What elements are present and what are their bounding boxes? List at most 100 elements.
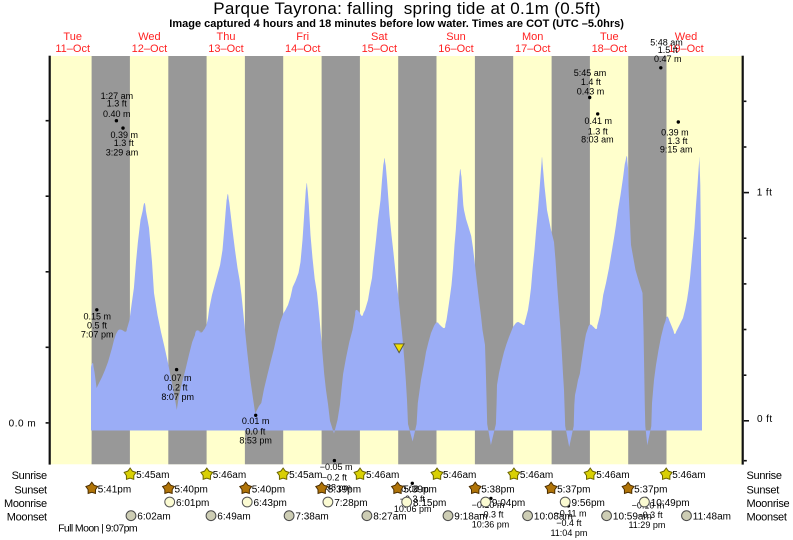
- svg-text:Sunrise: Sunrise: [747, 470, 782, 482]
- svg-text:Mon: Mon: [522, 31, 543, 43]
- svg-text:5:45 am: 5:45 am: [574, 68, 607, 78]
- svg-text:0.40 m: 0.40 m: [103, 109, 131, 119]
- svg-text:9:04pm: 9:04pm: [492, 498, 525, 509]
- svg-text:5:39pm: 5:39pm: [328, 484, 361, 495]
- svg-text:Sun: Sun: [446, 31, 466, 43]
- svg-text:0.39 m: 0.39 m: [661, 128, 689, 138]
- svg-text:Wed: Wed: [138, 31, 160, 43]
- svg-text:12–Oct: 12–Oct: [132, 43, 167, 55]
- svg-text:13–Oct: 13–Oct: [208, 43, 243, 55]
- svg-text:0.5 ft: 0.5 ft: [87, 321, 108, 331]
- svg-text:7:07 pm: 7:07 pm: [81, 330, 114, 340]
- svg-text:1.4 ft: 1.4 ft: [581, 77, 602, 87]
- svg-text:11:04 pm: 11:04 pm: [550, 528, 587, 538]
- svg-text:0.43 m: 0.43 m: [577, 87, 605, 97]
- svg-text:1.3 ft: 1.3 ft: [588, 127, 609, 137]
- svg-text:1.3 ft: 1.3 ft: [107, 99, 128, 109]
- svg-text:5:37pm: 5:37pm: [557, 484, 590, 495]
- svg-text:1:27 am: 1:27 am: [101, 91, 134, 101]
- svg-text:1.5 ft: 1.5 ft: [658, 45, 679, 55]
- svg-text:6:02am: 6:02am: [137, 512, 170, 523]
- svg-text:Image captured 4 hours and 18: Image captured 4 hours and 18 minutes be…: [169, 18, 624, 30]
- svg-text:17–Oct: 17–Oct: [515, 43, 550, 55]
- svg-text:Moonrise: Moonrise: [747, 498, 790, 510]
- svg-text:7:28pm: 7:28pm: [334, 498, 367, 509]
- svg-text:9:18am: 9:18am: [454, 512, 487, 523]
- svg-text:9:15 am: 9:15 am: [660, 144, 693, 154]
- svg-text:5:46am: 5:46am: [596, 470, 629, 481]
- svg-text:−0.3 ft: −0.3 ft: [478, 510, 504, 520]
- svg-text:5:46am: 5:46am: [213, 470, 246, 481]
- svg-text:Sunset: Sunset: [14, 484, 47, 496]
- svg-text:−0.3 ft: −0.3 ft: [400, 494, 426, 504]
- svg-text:5:40pm: 5:40pm: [175, 484, 208, 495]
- svg-text:Wed: Wed: [675, 31, 697, 43]
- svg-text:8:03 am: 8:03 am: [581, 135, 614, 145]
- svg-text:1 ft: 1 ft: [757, 187, 773, 198]
- svg-text:5:46am: 5:46am: [520, 470, 553, 481]
- svg-text:−0.2 ft: −0.2 ft: [322, 472, 348, 482]
- svg-text:Sunrise: Sunrise: [12, 470, 47, 482]
- svg-text:11–Oct: 11–Oct: [55, 43, 90, 55]
- svg-text:0.0 ft: 0.0 ft: [245, 427, 266, 437]
- svg-text:0 ft: 0 ft: [757, 414, 773, 425]
- svg-text:0.39 m: 0.39 m: [110, 130, 138, 140]
- svg-text:0.15 m: 0.15 m: [84, 311, 112, 321]
- svg-text:Moonset: Moonset: [747, 512, 787, 524]
- svg-text:Tue: Tue: [600, 31, 619, 43]
- svg-text:5:39pm: 5:39pm: [404, 484, 437, 495]
- svg-text:−0.08 m: −0.08 m: [396, 484, 429, 494]
- svg-text:Full Moon | 9:07pm: Full Moon | 9:07pm: [58, 523, 138, 535]
- svg-text:5:45am: 5:45am: [289, 470, 322, 481]
- svg-text:−0.3 ft: −0.3 ft: [637, 510, 663, 520]
- svg-text:11:29 pm: 11:29 pm: [628, 520, 665, 530]
- svg-text:1.3 ft: 1.3 ft: [114, 138, 135, 148]
- svg-text:10:36 pm: 10:36 pm: [472, 520, 510, 530]
- svg-text:Tue: Tue: [63, 31, 82, 43]
- svg-text:5:41pm: 5:41pm: [98, 484, 131, 495]
- svg-text:−0.05 m: −0.05 m: [320, 462, 353, 472]
- svg-text:Moonset: Moonset: [7, 512, 47, 524]
- svg-text:0.2 ft: 0.2 ft: [167, 383, 188, 393]
- svg-text:−0.11 m: −0.11 m: [554, 509, 586, 519]
- svg-text:5:46am: 5:46am: [443, 470, 476, 481]
- svg-text:5:46am: 5:46am: [366, 470, 399, 481]
- svg-text:10:49pm: 10:49pm: [651, 498, 690, 509]
- svg-text:8:07 pm: 8:07 pm: [161, 392, 194, 402]
- svg-text:7:38am: 7:38am: [295, 512, 328, 523]
- svg-text:Sunset: Sunset: [747, 484, 780, 496]
- svg-text:Parque Tayrona: falling sprin: Parque Tayrona: falling spring tide at 0…: [213, 0, 601, 18]
- svg-text:0.47 m: 0.47 m: [654, 54, 682, 64]
- svg-text:Moonrise: Moonrise: [4, 498, 47, 510]
- svg-text:1.3 ft: 1.3 ft: [667, 136, 688, 146]
- svg-text:Thu: Thu: [217, 31, 236, 43]
- svg-text:6:49am: 6:49am: [217, 512, 250, 523]
- svg-text:Fri: Fri: [296, 31, 309, 43]
- svg-text:11:48am: 11:48am: [693, 512, 731, 523]
- svg-text:8:27am: 8:27am: [373, 512, 406, 523]
- svg-text:−0.4 ft: −0.4 ft: [556, 518, 582, 528]
- svg-text:0.41 m: 0.41 m: [584, 116, 612, 126]
- svg-text:10:06 pm: 10:06 pm: [394, 504, 432, 514]
- svg-text:5:37pm: 5:37pm: [634, 484, 667, 495]
- svg-text:16–Oct: 16–Oct: [438, 43, 473, 55]
- svg-text:6:01pm: 6:01pm: [176, 498, 209, 509]
- svg-text:Sat: Sat: [371, 31, 388, 43]
- svg-text:8:53 pm: 8:53 pm: [239, 436, 272, 446]
- svg-text:3:29 am: 3:29 am: [106, 148, 139, 158]
- svg-text:0.07 m: 0.07 m: [164, 373, 192, 383]
- svg-text:5:46am: 5:46am: [672, 470, 705, 481]
- svg-text:0.01 m: 0.01 m: [242, 416, 270, 426]
- svg-text:9:56pm: 9:56pm: [572, 498, 605, 509]
- svg-text:10:59am: 10:59am: [613, 512, 652, 523]
- svg-text:5:38pm: 5:38pm: [481, 484, 514, 495]
- svg-text:9:38 pm: 9:38 pm: [319, 483, 352, 493]
- svg-text:8:15pm: 8:15pm: [413, 498, 446, 509]
- svg-text:5:40pm: 5:40pm: [252, 484, 285, 495]
- svg-text:0.0 m: 0.0 m: [9, 418, 37, 429]
- svg-text:5:48 am: 5:48 am: [650, 37, 683, 47]
- svg-text:10:08am: 10:08am: [534, 512, 573, 523]
- svg-text:15–Oct: 15–Oct: [362, 43, 397, 55]
- svg-text:6:43pm: 6:43pm: [254, 498, 287, 509]
- svg-text:18–Oct: 18–Oct: [592, 43, 627, 55]
